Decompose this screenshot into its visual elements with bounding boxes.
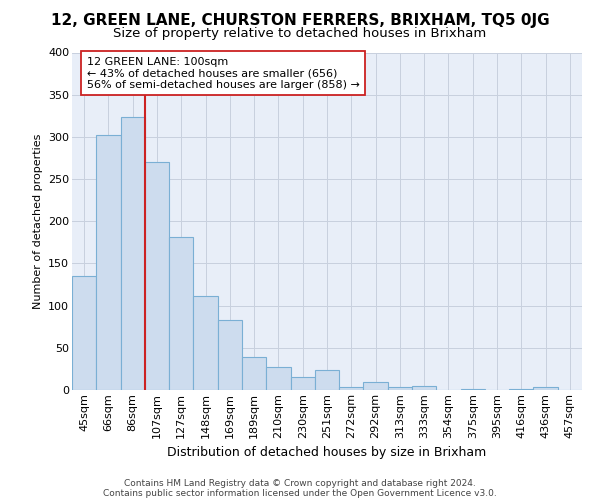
- Text: Contains HM Land Registry data © Crown copyright and database right 2024.: Contains HM Land Registry data © Crown c…: [124, 478, 476, 488]
- Bar: [72, 276, 96, 390]
- Bar: [193, 296, 218, 390]
- Text: 12 GREEN LANE: 100sqm
← 43% of detached houses are smaller (656)
56% of semi-det: 12 GREEN LANE: 100sqm ← 43% of detached …: [86, 56, 359, 90]
- Bar: [412, 386, 436, 390]
- Bar: [461, 389, 485, 390]
- Bar: [169, 238, 193, 390]
- Bar: [533, 386, 558, 390]
- Bar: [315, 370, 339, 390]
- Bar: [121, 118, 145, 390]
- Bar: [364, 382, 388, 390]
- Text: 12, GREEN LANE, CHURSTON FERRERS, BRIXHAM, TQ5 0JG: 12, GREEN LANE, CHURSTON FERRERS, BRIXHA…: [50, 12, 550, 28]
- Bar: [145, 162, 169, 390]
- Bar: [339, 386, 364, 390]
- Bar: [290, 378, 315, 390]
- Text: Contains public sector information licensed under the Open Government Licence v3: Contains public sector information licen…: [103, 488, 497, 498]
- Text: Size of property relative to detached houses in Brixham: Size of property relative to detached ho…: [113, 28, 487, 40]
- Bar: [96, 135, 121, 390]
- X-axis label: Distribution of detached houses by size in Brixham: Distribution of detached houses by size …: [167, 446, 487, 459]
- Bar: [509, 389, 533, 390]
- Bar: [266, 367, 290, 390]
- Y-axis label: Number of detached properties: Number of detached properties: [32, 134, 43, 309]
- Bar: [242, 357, 266, 390]
- Bar: [388, 388, 412, 390]
- Bar: [218, 320, 242, 390]
